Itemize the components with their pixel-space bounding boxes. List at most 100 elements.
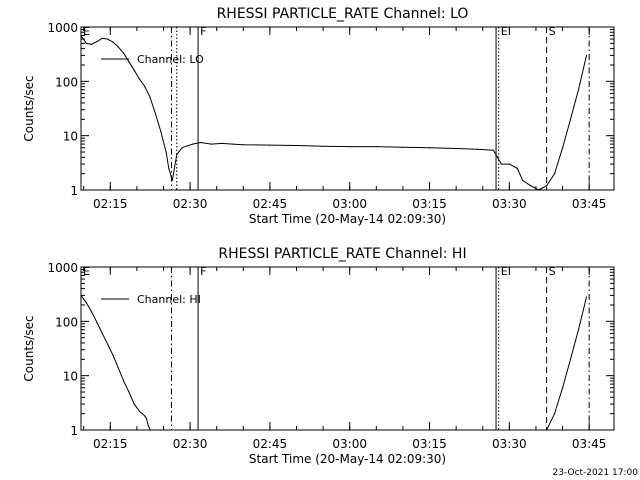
data-point xyxy=(569,358,572,360)
data-point xyxy=(269,144,271,146)
data-point xyxy=(545,185,548,187)
data-point xyxy=(186,145,189,147)
data-point xyxy=(112,41,114,43)
data-point xyxy=(128,61,130,63)
data-point xyxy=(128,391,130,393)
event-marker-label: E xyxy=(501,25,508,38)
plot-frame xyxy=(80,266,615,431)
y-tick-label: 1 xyxy=(70,184,78,198)
event-marker-label: E xyxy=(83,25,90,38)
data-point xyxy=(210,143,212,145)
y-tick-label: 100 xyxy=(55,75,78,89)
data-point xyxy=(577,89,580,91)
data-point xyxy=(176,153,178,156)
y-tick-label: 10 xyxy=(63,370,78,384)
x-tick-label: 02:45 xyxy=(253,197,288,211)
chart-panel-2: RHESSI PARTICLE_RATE Channel: HI 1 10 100 10… xyxy=(22,246,615,466)
data-point xyxy=(80,294,82,297)
data-point xyxy=(171,179,173,182)
y-axis-label: Counts/sec xyxy=(22,315,36,381)
data-point xyxy=(117,46,119,48)
data-point xyxy=(85,42,87,44)
data-point xyxy=(107,38,109,40)
x-tick-label: 02:30 xyxy=(173,437,208,451)
data-point xyxy=(91,311,93,313)
data-point xyxy=(85,302,87,304)
legend-label: Channel: HI xyxy=(137,293,201,306)
x-tick-label: 03:30 xyxy=(492,437,527,451)
data-point xyxy=(91,43,93,45)
data-point xyxy=(122,380,125,382)
data-point xyxy=(96,321,98,324)
data-point xyxy=(160,130,162,132)
footer-date: 23-Oct-2021 17:00 xyxy=(552,468,638,478)
y-tick-label: 1 xyxy=(70,424,78,438)
data-point xyxy=(530,185,532,187)
event-marker-label: S xyxy=(549,25,556,38)
data-point xyxy=(112,354,114,356)
x-tick-label: 03:15 xyxy=(412,437,447,451)
data-point xyxy=(138,78,141,80)
data-point xyxy=(122,52,125,54)
y-tick-label: 1000 xyxy=(47,261,78,275)
x-tick-label: 03:15 xyxy=(412,197,447,211)
data-point xyxy=(500,163,502,165)
data-point xyxy=(80,34,82,37)
data-point xyxy=(138,410,141,412)
data-point xyxy=(96,40,98,43)
series-line xyxy=(80,35,587,191)
data-point xyxy=(144,85,146,88)
x-tick-label: 02:45 xyxy=(253,437,288,451)
x-axis-label: Start Time (20-May-14 02:09:30) xyxy=(249,212,446,226)
x-tick-label: 03:00 xyxy=(332,197,367,211)
x-tick-label: 03:00 xyxy=(332,437,367,451)
data-point xyxy=(455,147,457,150)
event-marker-label: F xyxy=(200,25,206,38)
chart-panel-1: RHESSI PARTICLE_RATE Channel: LO 1 10 100 10… xyxy=(22,6,615,226)
data-point xyxy=(181,147,183,149)
data-point xyxy=(538,189,540,191)
data-point xyxy=(146,418,148,420)
data-point xyxy=(165,151,167,153)
data-point xyxy=(232,143,234,145)
chart-title: RHESSI PARTICLE_RATE Channel: HI xyxy=(218,246,466,262)
event-marker-label: S xyxy=(549,265,556,278)
x-tick-label: 02:15 xyxy=(93,197,128,211)
data-point xyxy=(295,144,298,147)
data-point xyxy=(553,413,556,415)
data-point xyxy=(561,147,564,149)
data-point xyxy=(221,142,223,145)
data-point xyxy=(545,429,548,431)
data-point xyxy=(585,54,588,57)
data-point xyxy=(516,167,518,169)
x-tick-label: 02:15 xyxy=(93,437,128,451)
plot-frame xyxy=(80,26,615,191)
y-tick-label: 1000 xyxy=(47,21,78,35)
chart-title: RHESSI PARTICLE_RATE Channel: LO xyxy=(217,6,469,22)
x-tick-label: 03:30 xyxy=(492,197,527,211)
data-point xyxy=(149,429,151,431)
x-tick-label: 03:45 xyxy=(572,197,607,211)
data-point xyxy=(147,425,150,427)
data-point xyxy=(508,163,510,165)
y-tick-label: 100 xyxy=(55,315,78,329)
event-marker-label: F xyxy=(200,265,206,278)
data-point xyxy=(577,329,580,331)
data-point xyxy=(561,387,564,389)
data-point xyxy=(107,343,109,345)
data-point xyxy=(168,167,170,169)
data-point xyxy=(200,141,202,144)
x-axis-label: Start Time (20-May-14 02:09:30) xyxy=(249,452,446,466)
data-point xyxy=(101,332,103,334)
data-point xyxy=(192,143,194,145)
y-tick-label: 10 xyxy=(63,130,78,144)
y-axis-label: Counts/sec xyxy=(22,75,36,141)
data-point xyxy=(569,118,572,120)
data-point xyxy=(133,403,135,405)
data-point xyxy=(476,148,479,150)
data-point xyxy=(149,97,151,99)
data-point xyxy=(117,367,119,369)
data-point xyxy=(322,145,324,147)
data-point xyxy=(242,144,244,146)
